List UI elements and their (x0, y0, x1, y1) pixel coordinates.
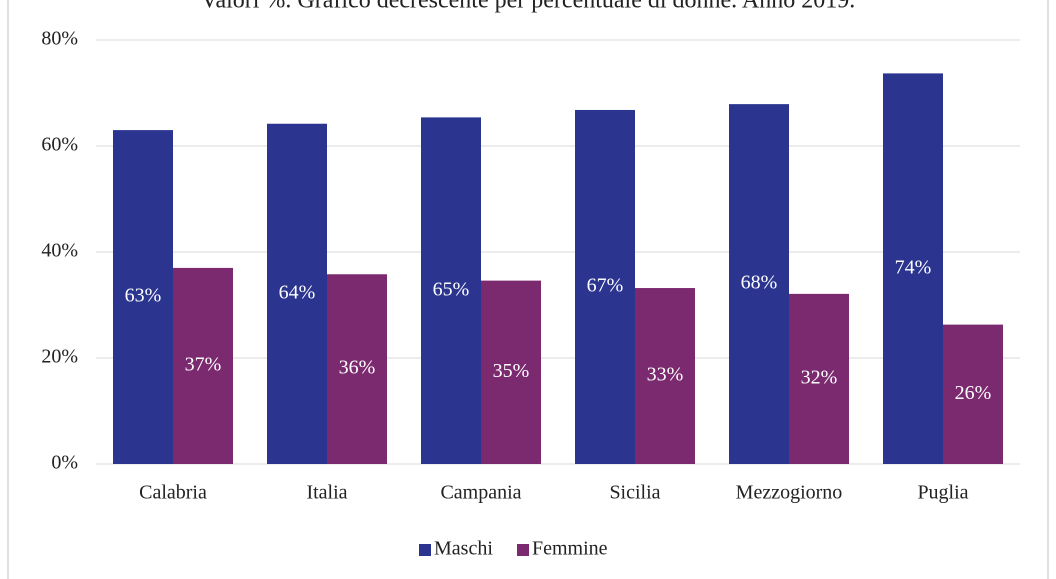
data-label: 35% (493, 360, 530, 382)
bar (943, 324, 1003, 464)
bar (481, 280, 541, 464)
data-label: 36% (339, 357, 376, 379)
x-tick-label: Sicilia (609, 482, 660, 504)
y-tick-label: 60% (41, 134, 78, 156)
bar (729, 104, 789, 464)
data-label: 33% (647, 364, 684, 386)
bar (575, 109, 635, 465)
data-label: 63% (125, 285, 162, 307)
legend-swatch (419, 544, 431, 556)
bar (635, 288, 695, 464)
bar (327, 274, 387, 464)
data-label: 37% (185, 354, 222, 376)
bar (789, 293, 849, 464)
legend-label: Maschi (434, 538, 493, 560)
chart-frame (7, 0, 1049, 579)
x-tick-label: Calabria (139, 482, 207, 504)
bar (267, 123, 327, 465)
bar (113, 130, 173, 464)
x-tick-label: Puglia (917, 482, 968, 504)
bar (173, 267, 233, 464)
data-label: 68% (741, 272, 778, 294)
legend-label: Femmine (532, 538, 608, 560)
data-label: 65% (433, 278, 470, 300)
x-tick-label: Italia (306, 482, 347, 504)
bar (421, 117, 481, 464)
data-label: 67% (587, 275, 624, 297)
y-tick-label: 80% (41, 28, 78, 50)
legend-swatch (517, 544, 529, 556)
data-label: 64% (279, 281, 316, 303)
y-tick-label: 20% (41, 346, 78, 368)
data-label: 26% (955, 382, 992, 404)
y-tick-label: 40% (41, 240, 78, 262)
data-label: 32% (801, 367, 838, 389)
x-tick-label: Mezzogiorno (736, 482, 843, 504)
x-tick-label: Campania (440, 482, 521, 504)
y-tick-label: 0% (51, 452, 78, 474)
bar (883, 73, 943, 464)
chart-title: Valori %. Grafico decrescente per percen… (201, 0, 855, 14)
data-label: 74% (895, 256, 932, 278)
